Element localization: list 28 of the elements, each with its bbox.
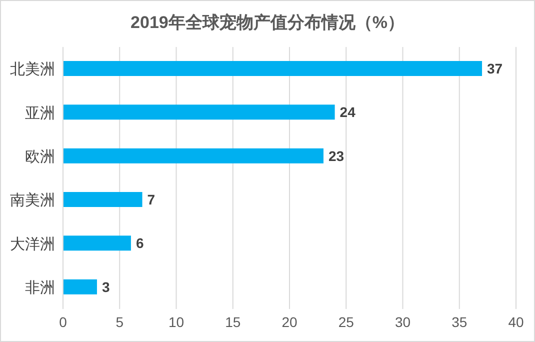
data-label: 23: [328, 148, 344, 164]
chart-title: 2019年全球宠物产值分布情况（%）: [130, 12, 406, 34]
bar: [63, 148, 324, 164]
x-tick-label: 15: [225, 314, 241, 330]
bar: [63, 61, 482, 76]
bar: [63, 104, 335, 120]
x-tick-label: 30: [394, 314, 411, 330]
y-tick-label: 欧洲: [25, 148, 55, 166]
data-label: 6: [136, 235, 144, 252]
x-tick-label: 0: [59, 314, 68, 330]
x-tick-label: 10: [168, 314, 184, 330]
x-tick-label: 40: [508, 314, 524, 330]
x-tick-label: 20: [282, 314, 298, 330]
bar: [63, 279, 97, 294]
y-tick-label: 亚洲: [25, 104, 55, 122]
x-tick-label: 35: [452, 314, 468, 330]
data-label: 3: [102, 278, 110, 295]
y-tick-label: 北美洲: [10, 61, 55, 78]
data-label: 7: [147, 191, 156, 208]
y-tick-label: 大洋洲: [10, 236, 55, 253]
data-label: 24: [340, 104, 356, 120]
bar: [63, 192, 142, 207]
y-tick-label: 非洲: [25, 279, 55, 296]
y-tick-label: 南美洲: [10, 192, 55, 210]
data-label: 37: [487, 60, 503, 76]
x-tick-label: 5: [116, 314, 124, 330]
x-tick-label: 25: [338, 314, 354, 330]
bar: [63, 236, 131, 251]
